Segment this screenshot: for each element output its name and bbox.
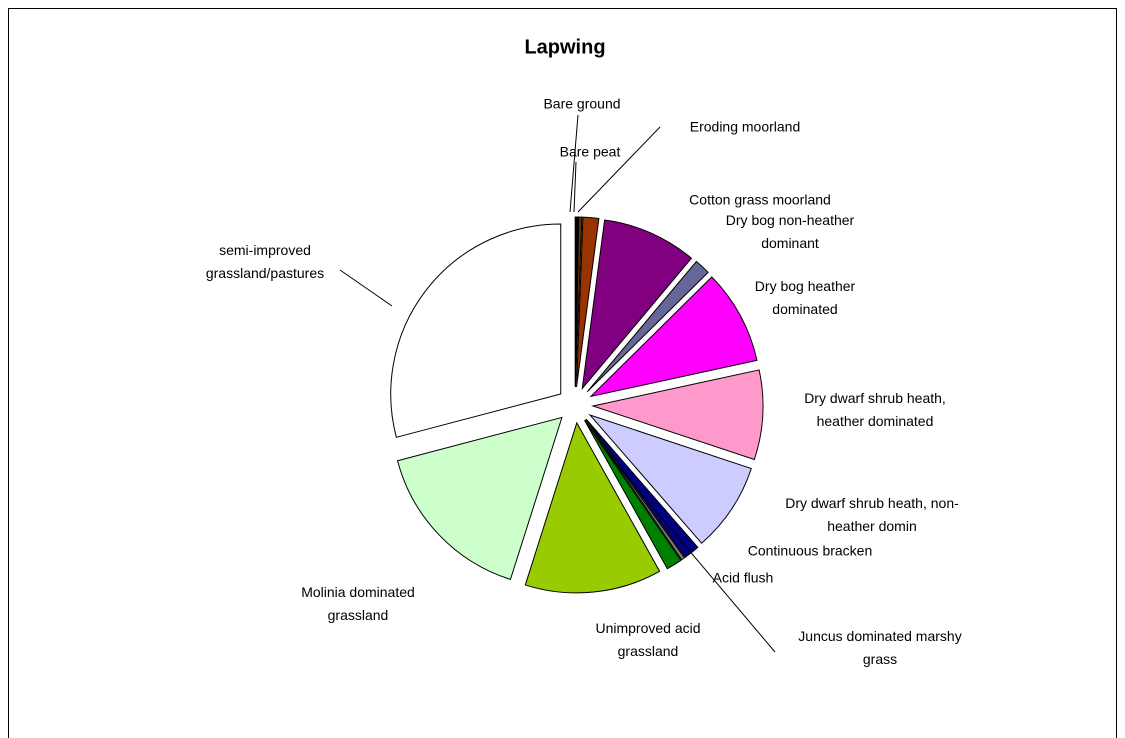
pie-slice — [575, 216, 583, 388]
pie-slice — [586, 260, 709, 393]
slice-label: Juncus dominated marshy grass — [798, 628, 962, 667]
pie-slice — [588, 413, 752, 544]
slice-label: Dry bog non-heather dominant — [725, 212, 855, 251]
leader-line — [339, 269, 393, 307]
slice-label: Bare peat — [559, 143, 621, 160]
pie-slice — [396, 416, 563, 581]
slice-label: Dry dwarf shrub heath, heather dominated — [804, 390, 946, 429]
slice-label: Eroding moorland — [689, 118, 801, 135]
leader-line — [599, 444, 776, 653]
leader-line — [577, 126, 661, 213]
slice-label: Acid flush — [712, 569, 774, 586]
pie-slice — [584, 419, 686, 561]
slice-label: semi-improved grassland/pastures — [205, 242, 325, 281]
pie-slice — [591, 369, 764, 461]
pie-slice — [581, 219, 693, 391]
slice-label: Continuous bracken — [747, 542, 873, 559]
slice-label: Unimproved acid grassland — [595, 620, 701, 659]
pie-slice — [589, 276, 758, 398]
pie-slice — [585, 418, 699, 558]
pie-slice — [390, 223, 562, 438]
chart-frame — [8, 8, 1117, 738]
slice-label: Bare ground — [543, 95, 621, 112]
slice-label: Dry dwarf shrub heath, non-heather domin — [785, 495, 959, 534]
leader-line — [569, 114, 579, 213]
leader-line — [573, 161, 577, 213]
slice-label: Dry bog heather dominated — [754, 278, 856, 317]
pie-slice — [576, 216, 600, 388]
slice-label: Molinia dominated grassland — [301, 584, 415, 623]
pie-slice — [584, 420, 682, 570]
pie-slice — [524, 421, 661, 594]
slice-label: Cotton grass moorland — [689, 191, 831, 208]
chart-title: Lapwing — [524, 36, 606, 59]
